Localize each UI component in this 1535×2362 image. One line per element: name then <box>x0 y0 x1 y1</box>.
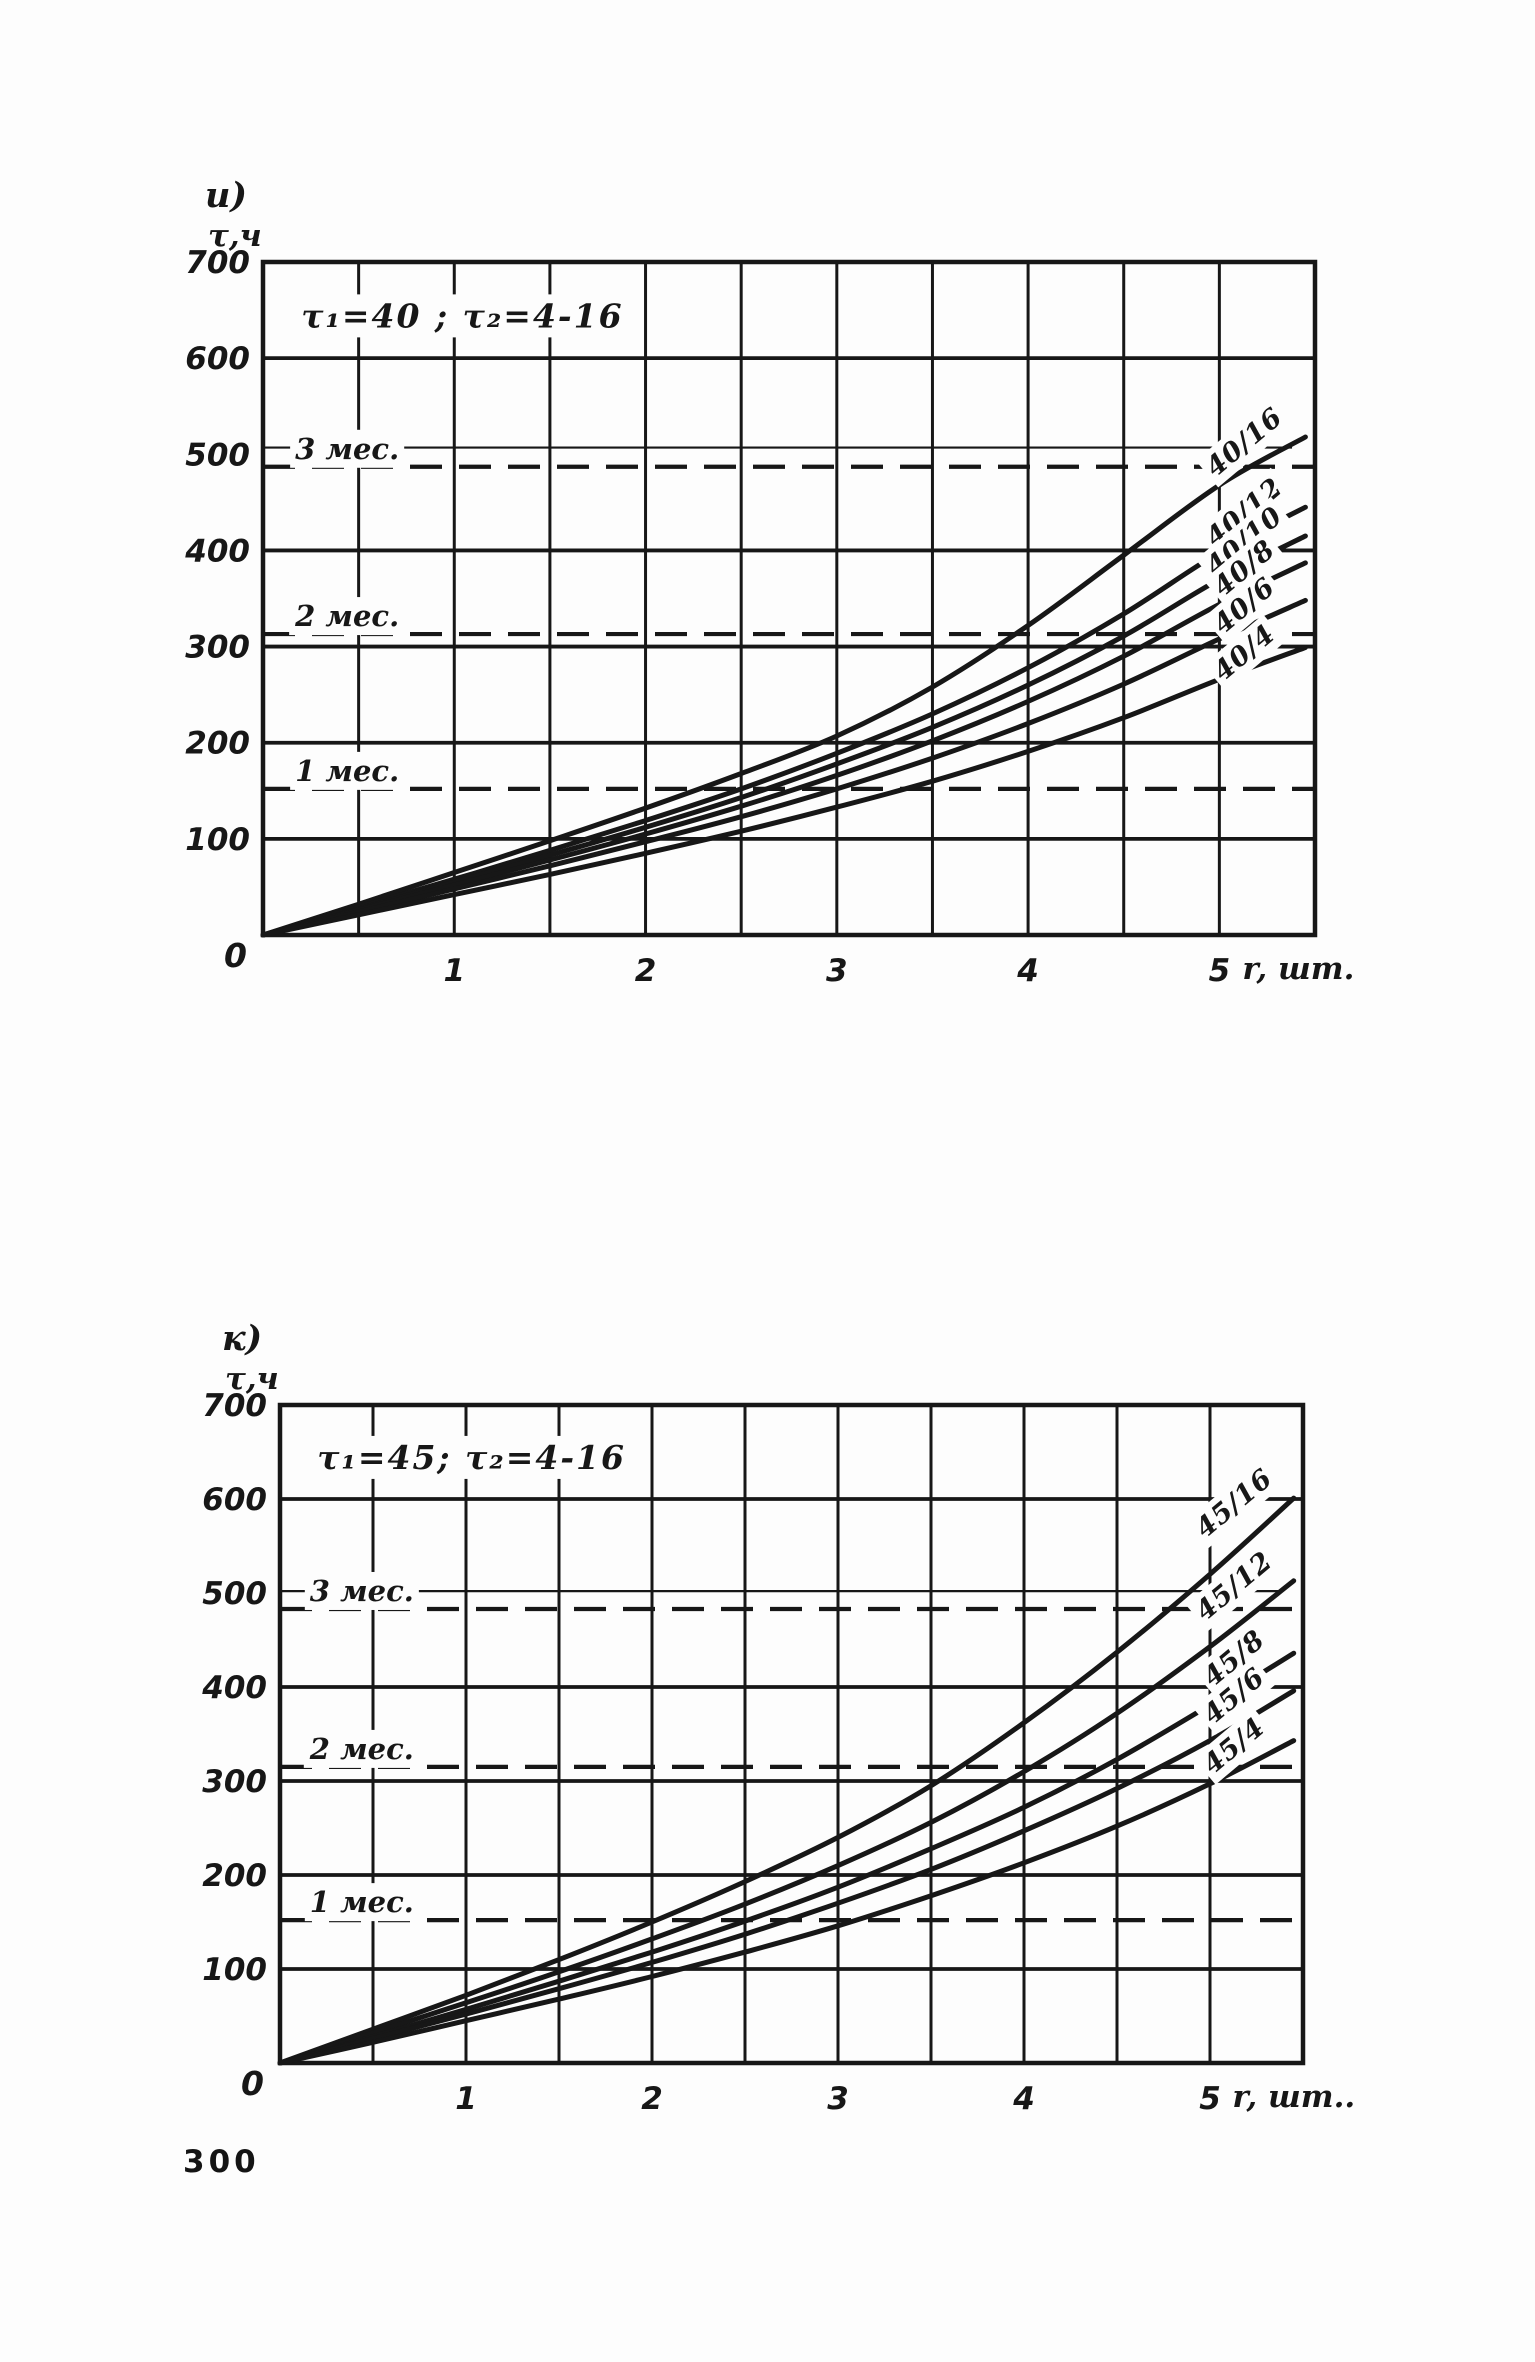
curve-40-4 <box>260 645 1308 938</box>
y-tick-300: 300 <box>185 630 250 666</box>
chart-k: к)τ,ч τ₁=45; τ₂=4-16 0 100 200 300 400 500 600 70… <box>201 1318 1355 2117</box>
y-tick-500: 500 <box>202 1576 267 1612</box>
x-tick-3: 3 <box>826 953 848 989</box>
month-label-2-мес: 2 мес. <box>294 599 399 633</box>
curve-40-12 <box>260 504 1308 938</box>
panel-label: к) <box>222 1318 262 1359</box>
label-mask <box>293 294 632 338</box>
label-mask <box>1193 1657 1276 1735</box>
y-tick-700: 700 <box>202 1388 267 1424</box>
label-mask <box>1195 496 1294 587</box>
y-tick-600: 600 <box>185 341 250 377</box>
label-mask <box>290 751 405 790</box>
y-tick-700: 700 <box>185 245 250 281</box>
chart-title: τ₁=40 ; τ₂=4-16 <box>301 296 623 335</box>
curve-label-text: 45/16 <box>1190 1463 1279 1545</box>
label-mask <box>1185 1541 1284 1632</box>
y-tick-600: 600 <box>202 1482 267 1518</box>
label-mask <box>304 1883 419 1922</box>
x-tick-5: 5 <box>1209 953 1231 989</box>
label-mask <box>1203 567 1286 645</box>
curve-label-40-16: 40/16 <box>1195 397 1294 488</box>
plot-border <box>277 1402 1306 2066</box>
y-tick-0: 0 <box>224 936 247 975</box>
label-mask <box>289 597 405 636</box>
month-label-3-мес: 3 мес. <box>310 1574 414 1608</box>
label-mask <box>304 1571 419 1610</box>
y-tick-400: 400 <box>201 1670 267 1706</box>
plot-border <box>260 259 1318 938</box>
label-mask <box>1203 614 1286 692</box>
x-tick-4: 4 <box>1012 2081 1035 2117</box>
x-tick-2: 2 <box>635 953 657 989</box>
curve-45-12 <box>277 1578 1297 2066</box>
chart-i-labels: и)τ,ч τ₁=40 ; τ₂=4-16 0 100 200 300 400 500 600 7… <box>184 175 1354 989</box>
x-tick-3: 3 <box>827 2081 849 2117</box>
label-mask <box>303 1729 419 1768</box>
x-tick-4: 4 <box>1016 953 1039 989</box>
label-mask <box>1193 1707 1276 1785</box>
curve-40-8 <box>260 560 1308 938</box>
label-mask <box>1203 529 1286 607</box>
y-axis-label: τ,ч <box>208 218 262 254</box>
curve-label-text: 45/12 <box>1190 1545 1279 1627</box>
y-tick-100: 100 <box>202 1952 267 1988</box>
label-mask <box>1193 1620 1276 1698</box>
curve-45-8 <box>277 1650 1297 2066</box>
label-mask <box>1195 467 1294 558</box>
label-mask <box>1185 1458 1284 1549</box>
y-tick-300: 300 <box>202 1764 267 1800</box>
y-tick-200: 200 <box>185 726 250 762</box>
curve-label-45-16: 45/16 <box>1185 1458 1284 1549</box>
x-tick-5: 5 <box>1199 2081 1221 2117</box>
curve-40-10 <box>260 533 1308 938</box>
x-axis-label: r, шт. <box>1242 951 1354 987</box>
curve-40-6 <box>260 597 1308 938</box>
y-axis-label: τ,ч <box>225 1361 279 1397</box>
x-tick-2: 2 <box>641 2081 663 2117</box>
label-mask <box>309 1435 634 1479</box>
y-tick-0: 0 <box>241 2064 264 2103</box>
label-mask <box>290 429 405 468</box>
y-tick-200: 200 <box>202 1858 267 1894</box>
chart-title: τ₁=45; τ₂=4-16 <box>317 1438 626 1477</box>
curve-45-6 <box>277 1688 1297 2066</box>
x-axis-label: r, шт.. <box>1232 2079 1355 2115</box>
month-label-2-мес: 2 мес. <box>309 1732 414 1766</box>
panel-label: и) <box>205 175 247 216</box>
y-tick-400: 400 <box>184 533 250 569</box>
y-tick-100: 100 <box>185 822 250 858</box>
month-label-1-мес: 1 мес. <box>295 754 399 788</box>
month-label-3-мес: 3 мес. <box>295 432 399 466</box>
label-mask <box>1195 397 1294 488</box>
x-tick-1: 1 <box>455 2081 477 2117</box>
x-tick-1: 1 <box>443 953 465 989</box>
y-tick-500: 500 <box>185 437 250 473</box>
month-label-1-мес: 1 мес. <box>310 1885 414 1919</box>
curve-40-16 <box>260 434 1308 938</box>
chart-i: и)τ,ч τ₁=40 ; τ₂=4-16 0 100 200 300 400 500 600 7… <box>184 175 1354 989</box>
curve-45-4 <box>277 1738 1297 2066</box>
page-number: 300 <box>183 2144 260 2180</box>
curve-45-16 <box>277 1495 1297 2066</box>
